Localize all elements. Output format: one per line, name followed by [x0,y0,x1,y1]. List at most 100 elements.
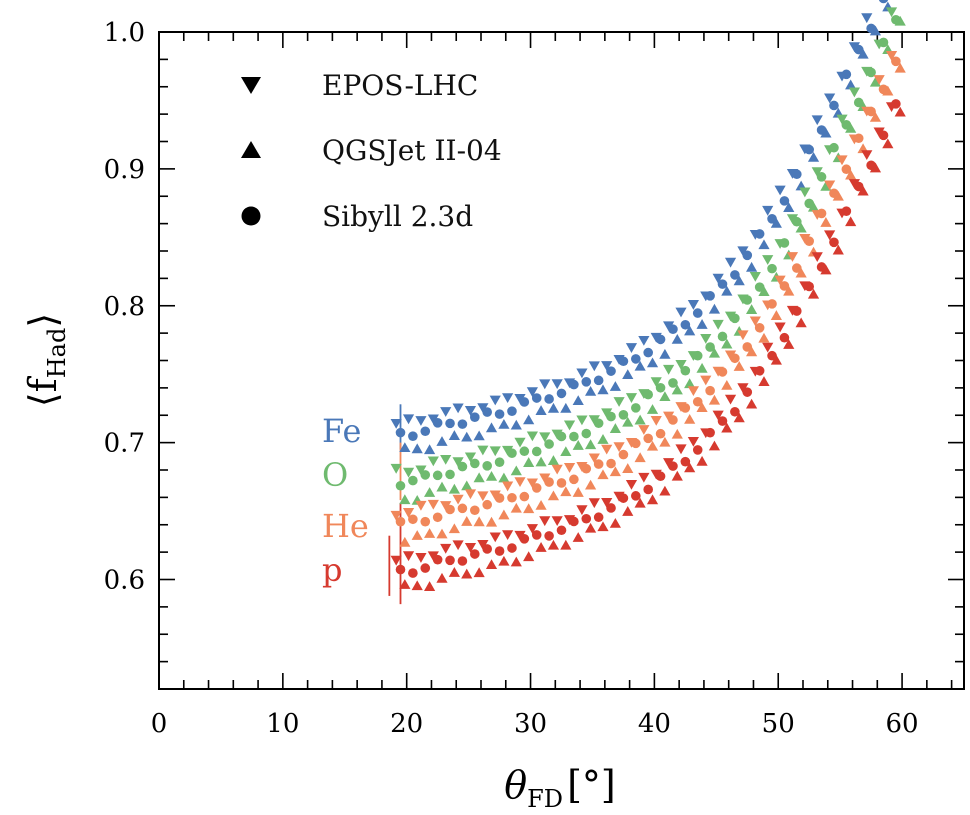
point-fe-circle [829,100,839,111]
point-he-circle [445,504,455,515]
legend-marker-circle [241,206,261,226]
point-p-triangle-down [625,479,638,490]
point-o-triangle-up [609,423,621,433]
point-fe-triangle-up [485,422,498,433]
legend-marker-triangle-up [241,141,261,158]
point-fe-triangle-up [746,261,758,272]
x-axis: 0 10 20 30 40 50 60 [151,32,953,739]
point-p-circle [432,554,443,565]
point-o-triangle-down [675,360,687,370]
point-fe-triangle-down [774,185,786,196]
point-he-triangle-up [758,332,770,343]
point-o-circle [792,216,802,227]
data-points [390,0,906,591]
point-p-triangle-up [411,580,423,591]
point-p-circle [767,350,777,361]
point-o-circle [618,410,629,420]
point-p-circle [618,493,629,503]
point-o-triangle-up [399,494,411,505]
point-p-circle [395,564,406,575]
point-fe-triangle-up [869,25,882,36]
point-p-triangle-up [424,581,436,591]
point-he-circle [606,458,616,469]
point-o-circle [717,331,728,342]
point-fe-circle [754,229,765,239]
point-p-triangle-up [597,521,609,532]
point-p-circle [482,544,492,554]
point-fe-triangle-down [737,246,749,257]
point-he-circle [705,385,715,396]
point-p-triangle-down [737,383,749,394]
point-p-triangle-up [646,494,659,505]
point-he-triangle-up [721,380,733,390]
point-he-triangle-up [820,217,832,227]
point-he-circle [878,84,889,95]
point-p-circle [717,416,728,426]
point-o-triangle-up [807,201,820,212]
point-fe-circle [581,377,592,387]
point-o-triangle-down [514,437,526,448]
point-p-circle [581,513,592,524]
point-fe-triangle-down [588,361,600,372]
point-o-triangle-up [436,481,448,492]
point-fe-triangle-up [708,303,721,314]
point-he-triangle-down [440,501,452,511]
point-fe-triangle-up [461,431,473,442]
point-fe-circle [618,356,629,367]
point-fe-triangle-up [857,48,869,59]
label-p: p [322,551,342,589]
point-p-triangle-down [440,543,452,554]
point-o-triangle-down [402,467,415,478]
point-p-triangle-up [560,539,572,550]
point-he-triangle-down [786,252,799,262]
point-fe-circle [779,196,790,206]
point-p-triangle-down [390,555,402,566]
point-o-triangle-down [539,432,551,443]
point-fe-triangle-up [523,414,535,425]
y-axis-title-close: ⟩ [21,313,65,328]
point-p-triangle-up [733,412,745,423]
point-p-triangle-up [770,354,782,365]
point-p-triangle-up [857,185,869,196]
point-o-circle [606,411,616,422]
y-tick-label: 0.6 [104,566,145,596]
point-p-triangle-up [448,567,460,577]
point-p-circle [829,237,839,248]
point-p-triangle-down [514,530,526,541]
point-he-triangle-down [873,75,885,85]
point-fe-triangle-up [510,419,522,430]
point-o-triangle-up [424,487,436,497]
point-o-circle [631,403,641,413]
point-he-triangle-down [737,330,749,341]
point-fe-circle [866,23,876,34]
y-axis: 0.6 0.7 0.8 0.9 1.0 [104,18,964,690]
point-o-triangle-up [671,384,683,395]
point-p-triangle-up [609,517,621,528]
point-he-triangle-down [514,477,526,488]
point-he-circle [408,514,418,525]
point-he-triangle-down [663,411,675,422]
point-p-triangle-down [712,410,724,421]
point-p-triangle-down [489,532,501,543]
point-o-circle [457,461,468,472]
point-p-circle [705,427,715,438]
point-fe-triangle-up [696,319,708,329]
point-he-triangle-up [473,516,485,527]
point-p-triangle-up [783,339,795,349]
point-fe-circle [494,409,505,419]
label-he: He [322,507,369,545]
point-o-circle [816,172,827,182]
point-o-triangle-up [622,416,634,427]
point-he-triangle-down [749,316,761,327]
point-fe-triangle-up [659,348,671,359]
point-he-circle [717,367,728,377]
point-fe-triangle-up [721,285,733,296]
point-fe-triangle-up [597,384,609,395]
point-o-triangle-down [613,397,625,407]
point-fe-circle [395,427,406,438]
x-axis-title-unit-open: [ [567,763,582,807]
point-he-triangle-down [836,155,848,166]
point-fe-circle [544,394,554,404]
point-fe-triangle-down [687,300,699,310]
point-fe-circle [692,308,703,318]
